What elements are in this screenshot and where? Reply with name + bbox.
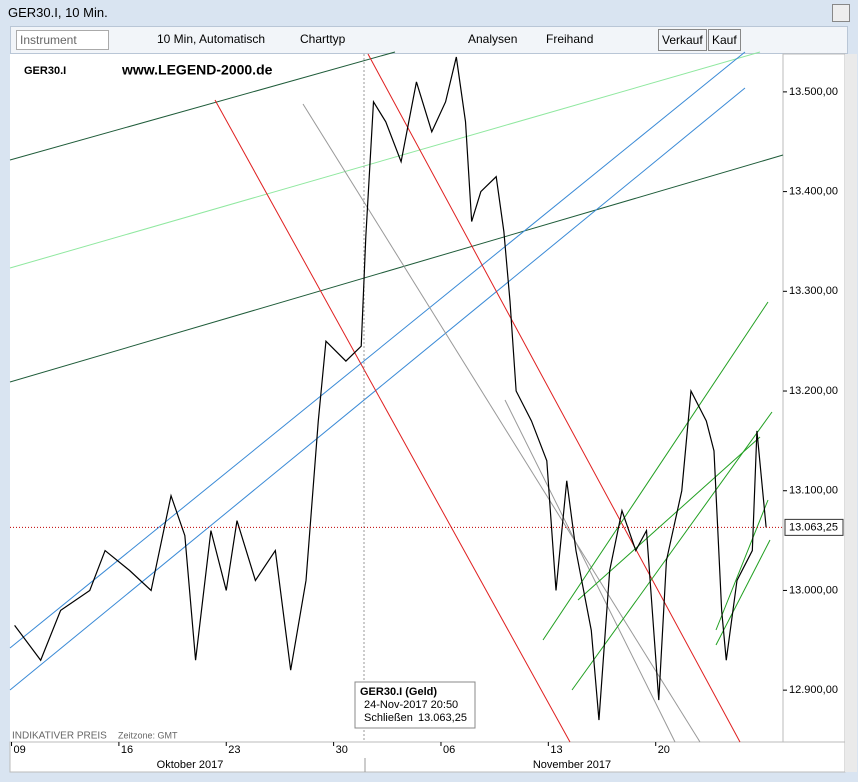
x-tick-label: 09 — [14, 744, 26, 756]
y-tick-label: 13.100,00 — [789, 485, 838, 497]
last-price-label: 13.063,25 — [789, 521, 838, 533]
freihand-button[interactable]: Freihand — [546, 32, 594, 46]
x-tick-label: 16 — [121, 744, 133, 756]
y-tick-label: 13.400,00 — [789, 186, 838, 198]
x-tick-label: 30 — [336, 744, 348, 756]
x-tick-label: 23 — [228, 744, 240, 756]
price-axis — [782, 53, 846, 743]
scrollbar[interactable] — [845, 54, 857, 772]
month-label: November 2017 — [533, 759, 611, 771]
tooltip-close-value: 13.063,25 — [418, 712, 467, 724]
price-line — [14, 56, 767, 721]
tooltip — [354, 681, 476, 729]
footer: INDIKATIVER PREIS — [12, 731, 107, 742]
x-tick-label: 20 — [658, 744, 670, 756]
tooltip-close-label: Schließen — [364, 712, 413, 724]
month-label: Oktober 2017 — [157, 759, 224, 771]
interval-dropdown[interactable]: 10 Min, Automatisch — [157, 32, 266, 46]
time-axis — [9, 741, 846, 773]
analysen-button[interactable]: Analysen — [468, 32, 518, 46]
plot-area — [10, 54, 783, 742]
watermark: www.LEGEND-2000.de — [121, 62, 273, 78]
trend-lines — [9, 51, 784, 743]
y-tick-label: 13.300,00 — [789, 285, 838, 297]
close-button[interactable] — [832, 4, 850, 22]
window-title: GER30.I, 10 Min. — [8, 5, 108, 20]
instrument-input[interactable]: Instrument — [16, 30, 109, 50]
last-price-box — [784, 518, 844, 536]
tooltip-title: GER30.I (Geld) — [360, 686, 437, 698]
x-tick-label: 13 — [550, 744, 562, 756]
kauf-button[interactable]: Kauf — [708, 29, 741, 51]
y-tick-label: 13.500,00 — [789, 86, 838, 98]
instrument-label: GER30.I — [24, 65, 66, 77]
tooltip-time: 24-Nov-2017 20:50 — [364, 699, 458, 711]
timezone: Zeitzone: GMT — [118, 730, 178, 740]
y-tick-label: 13.000,00 — [789, 584, 838, 596]
y-tick-label: 13.200,00 — [789, 385, 838, 397]
x-tick-label: 06 — [443, 744, 455, 756]
charttyp-button[interactable]: Charttyp — [300, 32, 346, 46]
verkauf-button[interactable]: Verkauf — [658, 29, 707, 51]
y-tick-label: 12.900,00 — [789, 684, 838, 696]
